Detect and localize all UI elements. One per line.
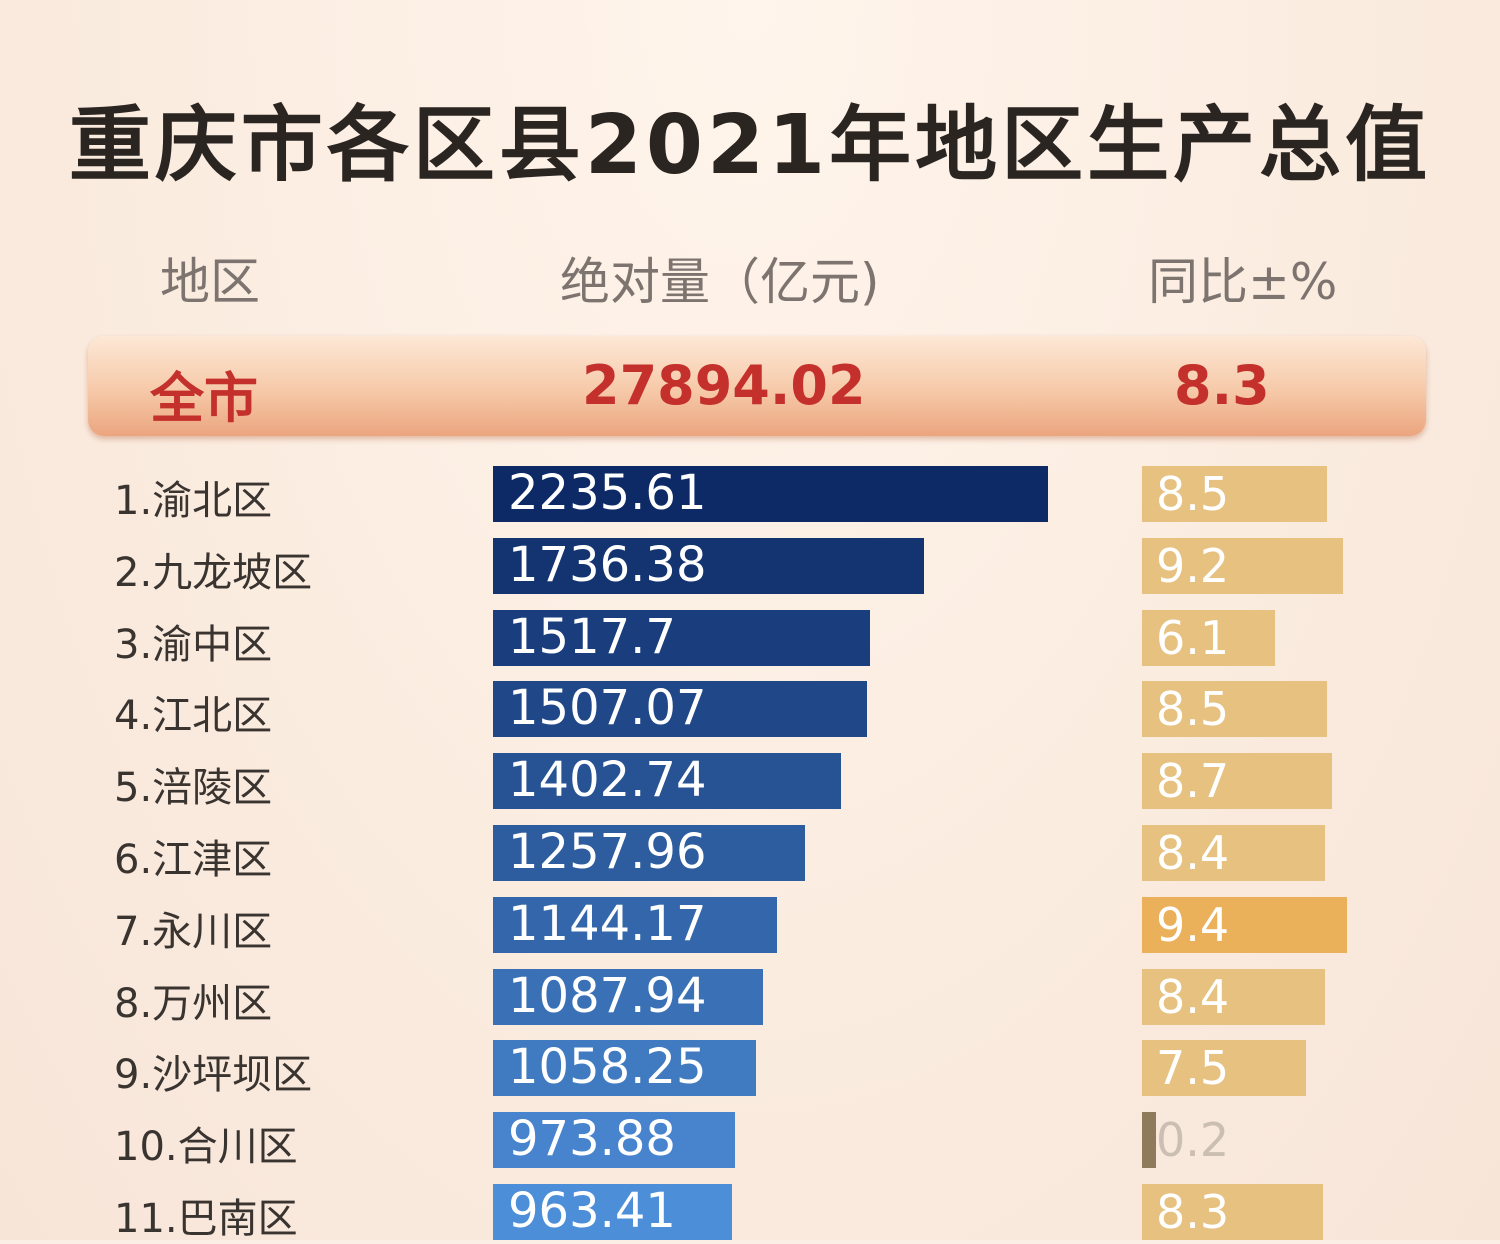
- column-header-region: 地区: [160, 253, 260, 311]
- yoy-bar: [1142, 466, 1327, 522]
- total-gdp-value: 27894.02: [582, 354, 866, 417]
- yoy-bar: [1142, 610, 1275, 666]
- total-row-banner: [88, 336, 1426, 436]
- region-label: 7.永川区: [114, 909, 273, 955]
- gdp-bar: [493, 1040, 756, 1096]
- region-label: 9.沙坪坝区: [114, 1052, 313, 1098]
- yoy-value-label: 8.4: [1156, 826, 1230, 880]
- page-title: 重庆市各区县2021年地区生产总值: [68, 98, 1432, 193]
- gdp-value-label: 1144.17: [508, 896, 707, 952]
- gdp-value-label: 1736.38: [508, 537, 707, 593]
- gdp-value-label: 963.41: [508, 1183, 676, 1239]
- gdp-value-label: 1087.94: [508, 968, 707, 1024]
- region-label: 8.万州区: [114, 981, 273, 1027]
- gdp-value-label: 1507.07: [508, 680, 707, 736]
- total-yoy-value: 8.3: [1174, 354, 1270, 417]
- gdp-value-label: 973.88: [508, 1111, 676, 1167]
- region-label: 11.巴南区: [114, 1196, 298, 1242]
- gdp-value-label: 1058.25: [508, 1039, 707, 1095]
- total-region-label: 全市: [150, 367, 258, 430]
- yoy-value-label: 8.7: [1156, 754, 1230, 808]
- yoy-bar: [1142, 1112, 1156, 1168]
- gdp-bar: [493, 681, 867, 737]
- gdp-bar: [493, 538, 924, 594]
- yoy-value-label: 6.1: [1156, 611, 1230, 665]
- yoy-bar: [1142, 753, 1332, 809]
- region-label: 3.渝中区: [114, 622, 273, 668]
- yoy-bar: [1142, 1040, 1306, 1096]
- column-header-gdp: 绝对量（亿元): [560, 253, 880, 311]
- column-header-yoy: 同比±%: [1148, 253, 1338, 311]
- gdp-bar: [493, 1184, 732, 1240]
- gdp-bar: [493, 753, 841, 809]
- yoy-value-label: 7.5: [1156, 1041, 1230, 1095]
- yoy-value-label: 9.2: [1156, 539, 1230, 593]
- region-label: 5.涪陵区: [114, 765, 273, 811]
- gdp-bar: [493, 1112, 735, 1168]
- gdp-value-label: 2235.61: [508, 465, 707, 521]
- yoy-value-label: 9.4: [1156, 898, 1230, 952]
- yoy-value-label: 0.2: [1156, 1113, 1230, 1167]
- region-label: 4.江北区: [114, 693, 273, 739]
- yoy-value-label: 8.3: [1156, 1185, 1230, 1239]
- yoy-value-label: 8.5: [1156, 467, 1230, 521]
- yoy-bar: [1142, 681, 1327, 737]
- gdp-bar: [493, 897, 777, 953]
- region-label: 2.九龙坡区: [114, 550, 313, 596]
- gdp-bar: [493, 610, 870, 666]
- gdp-value-label: 1257.96: [508, 824, 707, 880]
- gdp-bar: [493, 825, 805, 881]
- yoy-value-label: 8.4: [1156, 970, 1230, 1024]
- region-label: 10.合川区: [114, 1124, 298, 1170]
- gdp-bar: [493, 466, 1048, 522]
- yoy-bar: [1142, 969, 1325, 1025]
- gdp-bar: [493, 969, 763, 1025]
- yoy-bar: [1142, 825, 1325, 881]
- yoy-bar: [1142, 897, 1347, 953]
- gdp-value-label: 1402.74: [508, 752, 707, 808]
- yoy-bar: [1142, 538, 1343, 594]
- region-label: 1.渝北区: [114, 478, 273, 524]
- yoy-value-label: 8.5: [1156, 682, 1230, 736]
- gdp-value-label: 1517.7: [508, 609, 676, 665]
- yoy-bar: [1142, 1184, 1323, 1240]
- region-label: 6.江津区: [114, 837, 273, 883]
